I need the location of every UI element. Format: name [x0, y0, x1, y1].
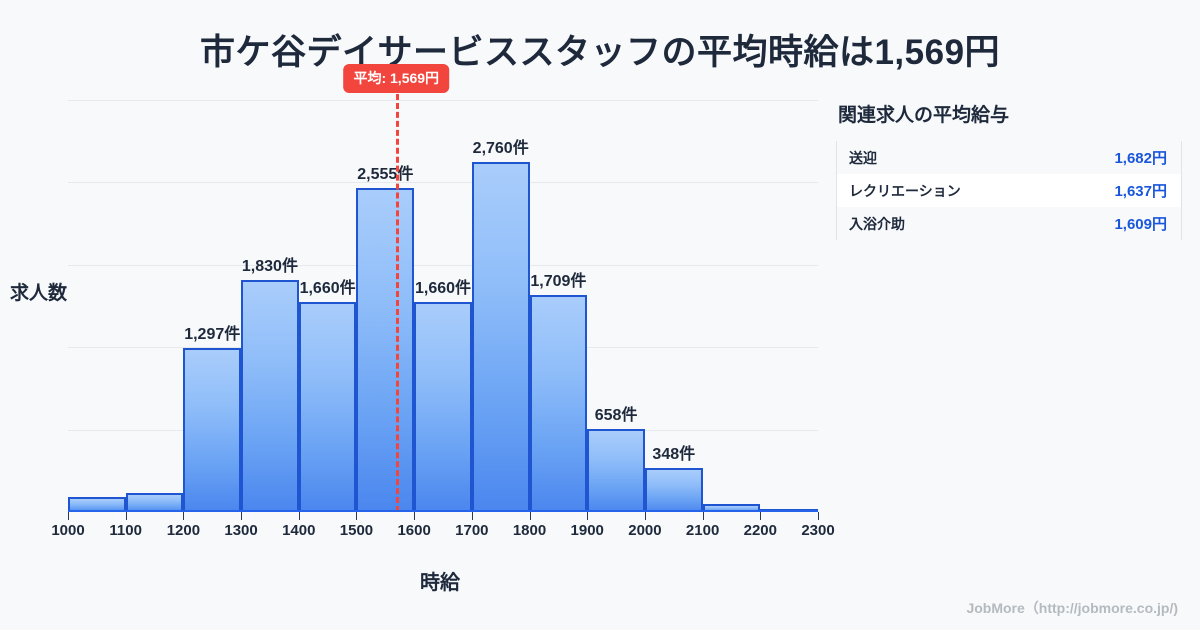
plot-area: 1,297件 1,830件 1,660件 2,555件 1,660件 2,760件 1,70…: [68, 64, 819, 520]
x-axis-tick-label: 1500: [339, 522, 374, 539]
bar[interactable]: [471, 162, 530, 512]
gridline: [68, 100, 818, 101]
bar[interactable]: [587, 428, 645, 512]
bar-value-label: 1,660件: [414, 279, 472, 297]
page-title: 市ケ谷デイサービススタッフの平均時給は1,569円: [199, 33, 1001, 72]
bar-value-label: 2,555件: [357, 166, 414, 184]
related-jobs-table: 送迎 1,682円レクリエーション 1,637円入浴介助 1,609円: [836, 141, 1182, 240]
y-axis-title: 求人数: [10, 283, 68, 304]
watermark-footer: JobMore（http://jobmore.co.jp/): [966, 600, 1178, 616]
gridline: [68, 182, 818, 184]
x-axis-line: [68, 510, 818, 512]
x-axis-tick: [644, 512, 646, 520]
bar-value-label: 348件: [652, 445, 696, 463]
bar[interactable]: [125, 493, 184, 512]
bar[interactable]: [702, 504, 761, 512]
x-axis-tick: [414, 512, 416, 520]
x-axis-tick: [818, 512, 819, 520]
histogram-chart: 1,297件 1,830件 1,660件 2,555件 1,660件 2,760件 1,70…: [0, 64, 835, 592]
bar[interactable]: [529, 295, 588, 512]
x-axis-tick-label: 1900: [570, 522, 604, 539]
x-axis-tick: [587, 512, 589, 520]
bar-value-label: 1,297件: [184, 325, 241, 343]
mean-value-badge: 平均: 1,569円: [343, 64, 450, 93]
x-axis-tick-label: 1400: [282, 522, 316, 539]
x-axis-tick: [183, 512, 185, 520]
x-axis-tick-label: 1300: [224, 522, 258, 539]
related-job-value: 1,609円: [1114, 216, 1167, 233]
x-axis-tick-label: 1700: [455, 522, 489, 539]
x-axis-tick: [760, 512, 762, 520]
x-axis-tick: [356, 512, 358, 520]
related-job-value: 1,682円: [1114, 150, 1167, 167]
x-axis-tick-label: 1100: [109, 522, 142, 539]
related-jobs-title: 関連求人の平均給与: [838, 105, 1010, 126]
related-job-row[interactable]: レクリエーション 1,637円: [837, 174, 1181, 207]
x-axis-tick-label: 1000: [51, 522, 85, 539]
bar[interactable]: [183, 347, 242, 512]
x-axis-tick-label: 2000: [628, 522, 662, 539]
x-axis-tick-label: 2100: [685, 522, 720, 539]
x-axis-tick: [241, 512, 243, 520]
related-jobs-panel: 関連求人の平均給与 送迎 1,682円レクリエーション 1,637円入浴介助 1,60…: [836, 100, 1182, 240]
bar[interactable]: [356, 188, 415, 512]
bar-value-label: 1,830件: [241, 258, 298, 276]
x-axis-tick-label: 2200: [743, 522, 777, 539]
x-axis-tick-label: 2300: [801, 522, 835, 539]
bar-value-label: 658件: [594, 406, 638, 424]
bar-value-label: 1,660件: [299, 279, 356, 297]
x-axis-tick: [702, 512, 704, 520]
bar[interactable]: [241, 280, 299, 512]
x-axis-tick: [529, 512, 531, 520]
bar[interactable]: [644, 467, 703, 512]
x-axis-tick: [125, 512, 127, 520]
bar-value-label: 1,709件: [530, 273, 587, 291]
x-axis-tick: [298, 512, 300, 520]
related-job-row[interactable]: 送迎 1,682円: [837, 141, 1181, 174]
x-axis-tick-label: 1600: [397, 522, 431, 539]
x-axis-tick: [68, 512, 69, 520]
related-job-row[interactable]: 入浴介助 1,609円: [837, 207, 1181, 240]
mean-dashed-line: [396, 94, 400, 512]
x-axis-tick-label: 1800: [512, 522, 547, 539]
bar[interactable]: [414, 301, 472, 512]
x-axis-tick: [471, 512, 473, 520]
x-axis-title: 時給: [420, 572, 460, 594]
bar[interactable]: [68, 496, 126, 512]
related-job-value: 1,637円: [1114, 183, 1167, 200]
bar-value-label: 2,760件: [472, 140, 529, 158]
gridline: [68, 264, 818, 266]
related-job-label: 入浴介助: [849, 215, 905, 232]
bar[interactable]: [298, 301, 357, 512]
x-axis-tick-label: 1200: [166, 522, 201, 539]
bar-series: 1,297件 1,830件 1,660件 2,555件 1,660件 2,760件 1,70…: [68, 100, 818, 512]
related-job-label: レクリエーション: [849, 182, 961, 199]
related-job-label: 送迎: [849, 149, 877, 166]
